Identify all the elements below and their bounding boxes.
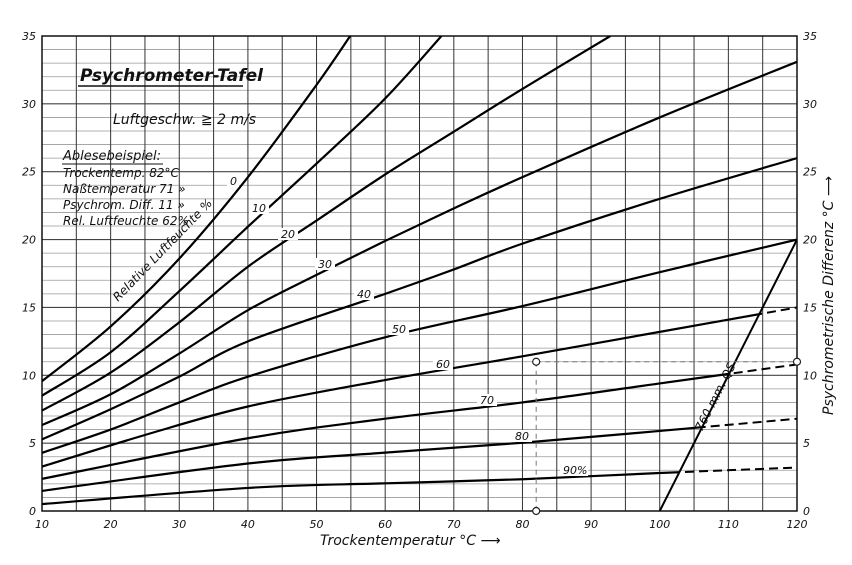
- chart-title: Psychrometer-Tafel: [80, 66, 264, 86]
- x-tick-label: 50: [310, 518, 324, 531]
- y-tick-label-left: 15: [22, 301, 36, 314]
- y-tick-label-right: 30: [803, 98, 817, 111]
- y-tick-label-left: 5: [29, 437, 36, 450]
- curve-label-bg: [249, 202, 269, 214]
- curves-clip: [42, 36, 797, 511]
- y-tick-label-left: 30: [22, 98, 36, 111]
- x-tick-label: 70: [447, 518, 461, 531]
- humidity-curves: 0 10 20 30 40 50 60 70 80 90%: [42, 36, 802, 516]
- example-marker: [532, 357, 541, 366]
- curve-label-bg: [477, 394, 497, 406]
- humidity-curve-10: [42, 36, 443, 397]
- y-tick-label-left: 35: [22, 30, 36, 43]
- humidity-curve-30: [42, 60, 797, 427]
- y-tick-label-right: 5: [803, 437, 810, 450]
- chart-subtitle: Luftgeschw. ≧ 2 m/s: [113, 112, 256, 128]
- curve-label-20: 20: [281, 228, 295, 241]
- y-tick-label-right: 0: [803, 505, 810, 518]
- humidity-curve-90: [42, 466, 797, 506]
- y-tick-label-right: 15: [803, 301, 817, 314]
- x-tick-label: 110: [718, 518, 739, 531]
- y-tick-label-left: 25: [22, 166, 36, 179]
- y-tick-label-right: 10: [803, 369, 817, 382]
- example-marker: [792, 357, 802, 366]
- example-marker: [532, 506, 541, 516]
- y-axis-label: Psychrometrische Differenz °C ⟶: [821, 176, 837, 415]
- example-line-2: Naßtemperatur 71 »: [63, 182, 186, 196]
- curve-label-bg: [315, 258, 335, 270]
- curve-label-bg: [560, 464, 588, 476]
- example-line-3: Psychrom. Diff. 11 »: [63, 198, 185, 212]
- x-tick-label: 20: [104, 518, 118, 531]
- x-tick-label: 30: [172, 518, 186, 531]
- humidity-curve-50: [42, 238, 797, 454]
- y-tick-label-right: 25: [803, 166, 817, 179]
- curve-label-bg: [227, 175, 239, 187]
- curve-label-bg: [433, 358, 453, 370]
- x-tick-label: 80: [515, 518, 529, 531]
- example-heading: Ablesebeispiel:: [62, 149, 161, 164]
- x-tick-label: 90: [584, 518, 598, 531]
- humidity-curve-80: [42, 417, 797, 493]
- boiling-line-label: 760 mm. QS: [692, 360, 739, 433]
- curve-label-bg: [512, 430, 532, 442]
- curve-label-90: 90%: [563, 464, 587, 477]
- humidity-curve-20: [42, 36, 611, 412]
- x-tick-label: 120: [787, 518, 808, 531]
- example-line-1: Trockentemp. 82°C: [63, 166, 180, 180]
- curve-label-10: 10: [252, 202, 266, 215]
- x-tick-label: 100: [649, 518, 670, 531]
- humidity-curve-70: [42, 363, 797, 480]
- example-line-4: Rel. Luftfeuchte 62%: [63, 214, 189, 228]
- x-axis-label: Trockentemperatur °C ⟶: [320, 533, 501, 549]
- x-tick-label: 10: [35, 518, 49, 531]
- y-tick-label-right: 35: [803, 30, 817, 43]
- humidity-curve-40: [42, 157, 797, 441]
- curve-label-bg: [354, 288, 374, 300]
- curve-label-0: 0: [230, 175, 237, 188]
- curve-label-50: 50: [392, 323, 406, 336]
- curve-label-bg: [389, 323, 409, 335]
- x-tick-label: 40: [241, 518, 255, 531]
- humidity-curve-0: [42, 36, 352, 382]
- y-tick-label-right: 20: [803, 234, 817, 247]
- y-tick-label-left: 20: [22, 234, 36, 247]
- y-tick-label-left: 10: [22, 369, 36, 382]
- curve-label-70: 70: [480, 394, 494, 407]
- humidity-curve-60: [42, 306, 797, 468]
- curve-label-30: 30: [318, 258, 332, 271]
- plot-frame: [41, 35, 798, 512]
- boiling-line: [658, 239, 797, 511]
- y-tick-label-left: 0: [29, 505, 36, 518]
- x-tick-label: 60: [378, 518, 392, 531]
- curve-label-60: 60: [436, 358, 450, 371]
- curve-label-40: 40: [357, 288, 371, 301]
- curve-label-80: 80: [515, 430, 529, 443]
- curve-label-bg: [278, 228, 298, 240]
